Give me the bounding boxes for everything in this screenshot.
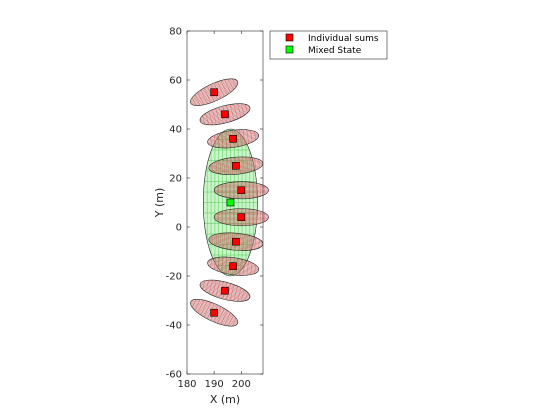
axes-box xyxy=(186,30,264,375)
point-individual-sums-9 xyxy=(210,308,218,317)
x-tick-label: 180 xyxy=(177,379,196,390)
y-tick-label: -20 xyxy=(166,272,182,283)
x-tick-label: 200 xyxy=(232,379,251,390)
ticks-layer: 180 190 200 -60 -40 -20 0 20 40 60 80 xyxy=(166,27,263,390)
point-mixed-state-0 xyxy=(226,198,235,207)
y-axis-label: Y (m) xyxy=(153,188,166,219)
markers-layer xyxy=(210,88,246,317)
point-individual-sums-2 xyxy=(229,135,237,143)
point-individual-sums-4 xyxy=(237,186,246,195)
y-tick-label: 20 xyxy=(169,174,182,185)
legend: Individual sums Mixed State xyxy=(269,30,388,60)
legend-label-individual-sums: Individual sums xyxy=(308,34,379,44)
point-individual-sums-1 xyxy=(221,110,229,119)
y-tick-label: 40 xyxy=(169,125,182,136)
legend-marker-mixed-state xyxy=(285,45,294,54)
legend-label-mixed-state: Mixed State xyxy=(308,46,362,56)
y-tick-label: -40 xyxy=(166,321,182,332)
legend-marker-individual-sums xyxy=(285,33,294,42)
ellipse-individual-sums-3 xyxy=(208,156,264,175)
point-individual-sums-3 xyxy=(232,161,240,170)
x-axis-label: X (m) xyxy=(210,393,240,406)
y-tick-label: 80 xyxy=(169,27,182,38)
y-tick-label: 60 xyxy=(169,76,182,87)
y-tick-label: 0 xyxy=(176,223,182,234)
point-individual-sums-0 xyxy=(210,88,218,97)
point-individual-sums-8 xyxy=(221,286,229,295)
point-individual-sums-6 xyxy=(232,237,240,246)
point-individual-sums-5 xyxy=(237,213,246,221)
point-individual-sums-7 xyxy=(229,262,237,271)
x-tick-label: 190 xyxy=(205,379,224,390)
y-tick-label: -60 xyxy=(166,370,182,381)
